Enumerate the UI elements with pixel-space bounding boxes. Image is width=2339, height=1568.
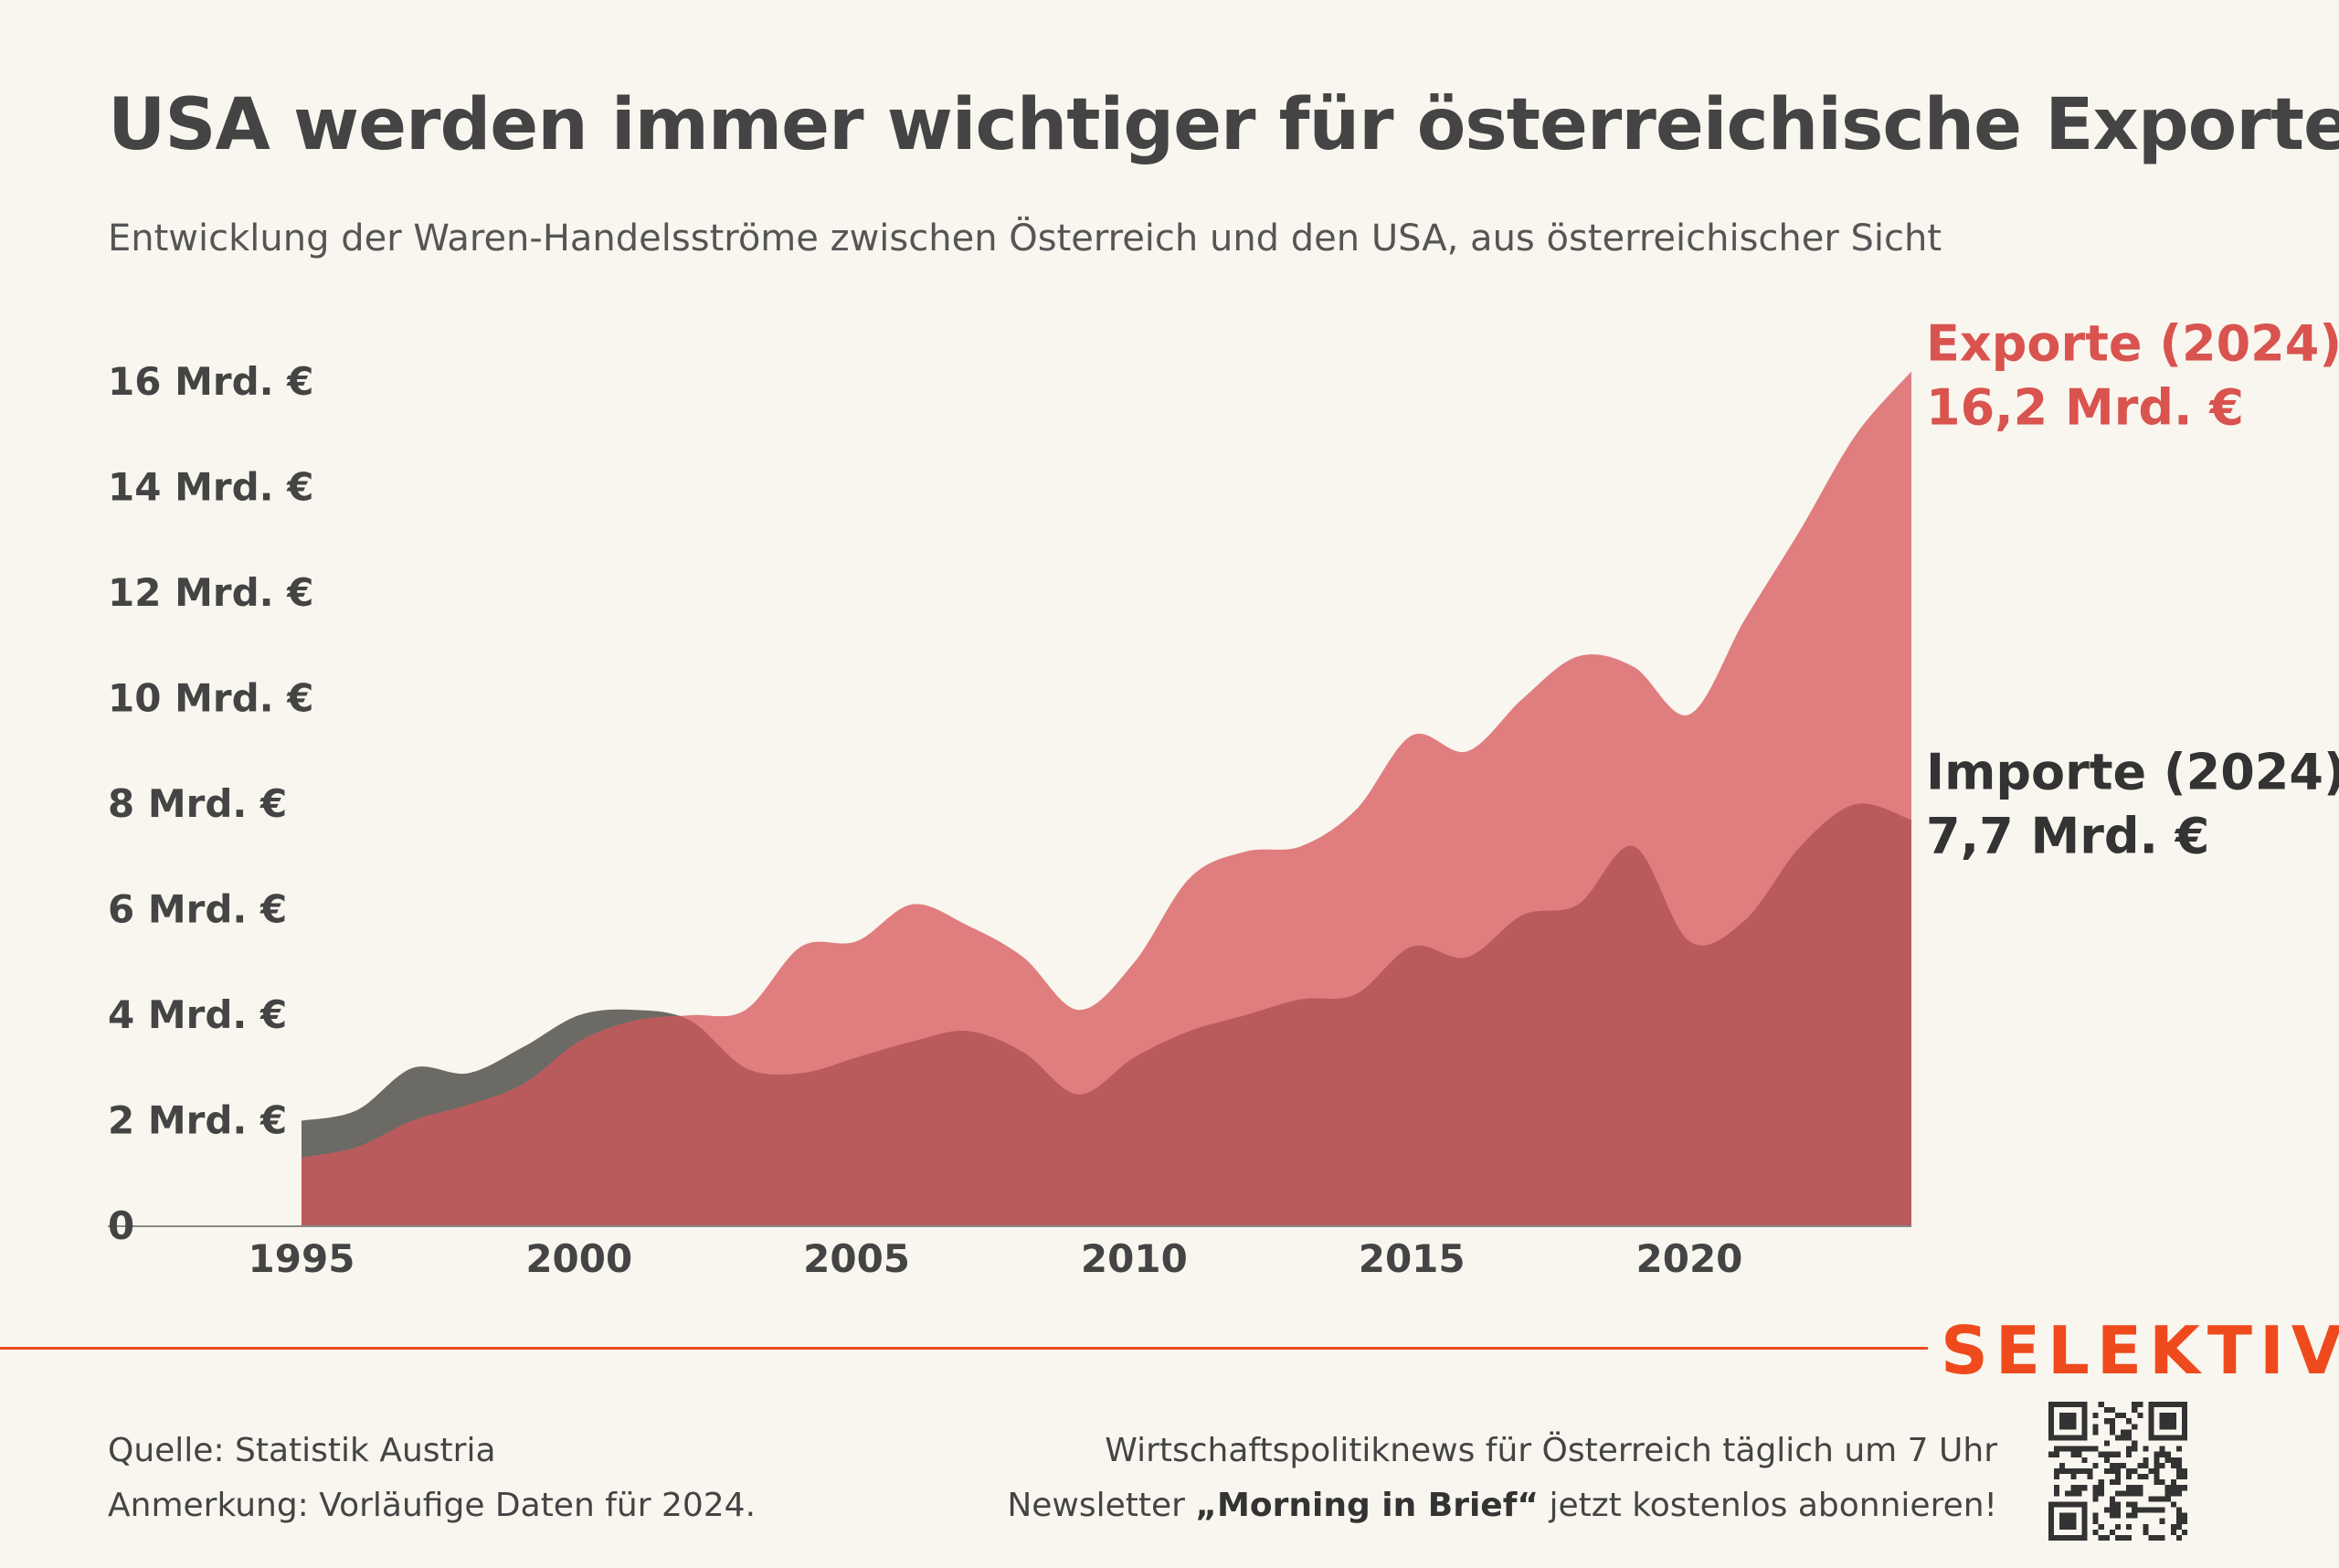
note-text: Anmerkung: Vorläufige Daten für 2024.: [108, 1487, 757, 1524]
annotation-label: Exporte (2024): [1926, 314, 2339, 372]
newsletter-name: „Morning in Brief“: [1195, 1487, 1540, 1524]
x-tick-label: 2000: [525, 1236, 632, 1281]
annotation-label: Importe (2024): [1926, 743, 2339, 800]
annotation-value: 16,2 Mrd. €: [1926, 378, 2244, 436]
y-tick-label: 2 Mrd. €: [108, 1098, 287, 1143]
qr-code-icon[interactable]: [2048, 1402, 2187, 1541]
chart-title: USA werden immer wichtiger für österreic…: [108, 84, 2339, 166]
y-tick-label: 16 Mrd. €: [108, 359, 313, 404]
series-area-overlap: [302, 803, 1911, 1226]
y-tick-label: 12 Mrd. €: [108, 570, 313, 615]
x-tick-label: 2020: [1636, 1236, 1743, 1281]
promo-line-2: Newsletter „Morning in Brief“ jetzt kost…: [1007, 1487, 1997, 1524]
area-chart: 0 2 Mrd. € 4 Mrd. € 6 Mrd. € 8 Mrd. € 10 Mrd.…: [108, 314, 2339, 1281]
y-tick-label: 6 Mrd. €: [108, 887, 287, 932]
y-tick-label: 4 Mrd. €: [108, 992, 287, 1037]
footer-divider: [0, 1347, 1928, 1350]
x-tick-label: 2010: [1081, 1236, 1188, 1281]
promo-line-1: Wirtschaftspolitiknews für Österreich tä…: [1105, 1432, 1997, 1469]
x-tick-label: 2015: [1359, 1236, 1466, 1281]
source-block: Quelle: Statistik Austria Anmerkung: Vor…: [108, 1424, 756, 1533]
y-tick-label: 10 Mrd. €: [108, 676, 313, 721]
y-tick-label: 8 Mrd. €: [108, 781, 287, 826]
x-tick-label: 1995: [249, 1236, 355, 1281]
y-tick-label: 0: [108, 1203, 134, 1248]
y-tick-label: 14 Mrd. €: [108, 465, 313, 510]
chart-subtitle: Entwicklung der Waren-Handelsströme zwis…: [108, 217, 1942, 260]
annotation-value: 7,7 Mrd. €: [1926, 807, 2209, 864]
source-text: Quelle: Statistik Austria: [108, 1432, 496, 1469]
x-tick-label: 2005: [803, 1236, 910, 1281]
newsletter-promo[interactable]: Wirtschaftspolitiknews für Österreich tä…: [1007, 1424, 1997, 1533]
brand-logo: SELEKTIV: [1941, 1312, 2339, 1389]
